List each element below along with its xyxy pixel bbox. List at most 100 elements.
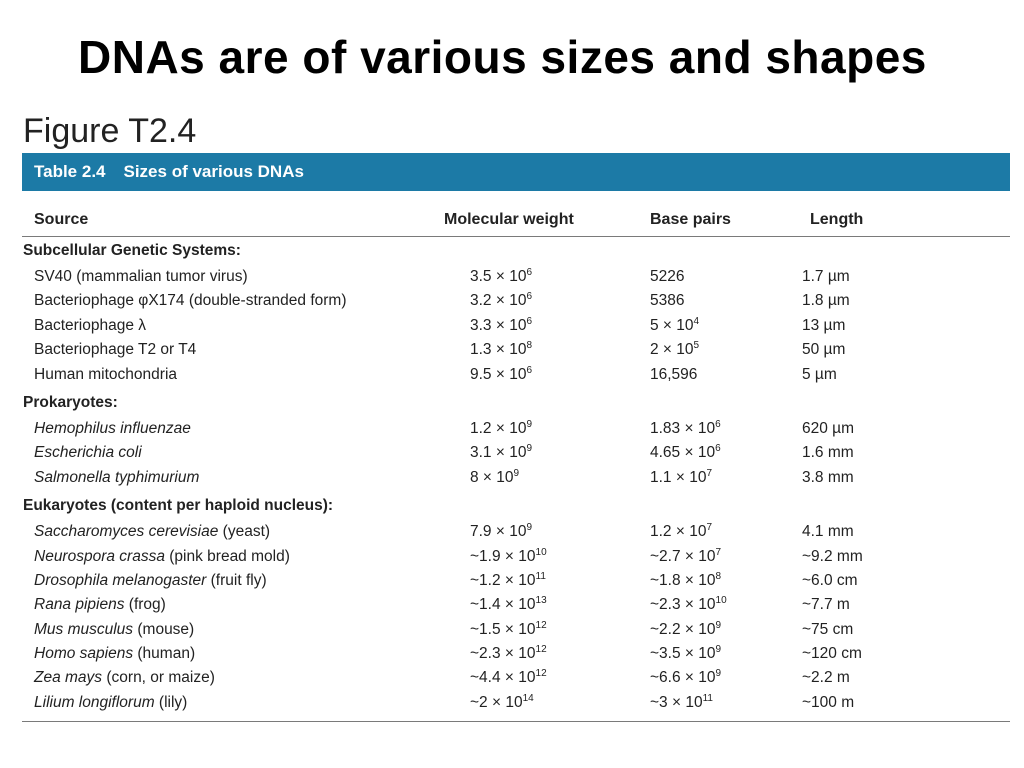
value-mantissa: ~1.2 × 10 (470, 571, 536, 589)
value-exponent: 10 (535, 546, 547, 558)
cell-base-pairs: 16,596 (650, 366, 697, 384)
cell-length: 620 µm (802, 419, 855, 437)
cell-length: 1.8 µm (802, 292, 850, 310)
source-name: Mus musculus (34, 620, 134, 638)
value-exponent: 8 (526, 340, 533, 352)
cell-base-pairs: 1.2 × 107 (650, 523, 712, 541)
value-mantissa: ~2.2 × 10 (650, 620, 716, 638)
table-row: SV40 (mammalian tumor virus) 3.5 × 106 522… (22, 264, 1010, 288)
value-exponent: 7 (706, 467, 713, 479)
cell-length: ~100 m (802, 693, 855, 711)
cell-base-pairs: 1.1 × 107 (650, 467, 713, 487)
cell-base-pairs: ~2.7 × 107 (650, 546, 722, 566)
value-mantissa: 9.5 × 10 (470, 365, 527, 383)
table-row: Escherichia coli 3.1 × 109 4.65 × 106 1.6 m… (22, 440, 1010, 464)
source-name: Salmonella typhimurium (34, 468, 200, 486)
source-name: Bacteriophage λ (34, 316, 147, 334)
value-exponent: 9 (715, 668, 722, 680)
table-row: Mus musculus (mouse) ~1.5 × 1012 ~2.2 × 10… (22, 617, 1010, 641)
source-name: Zea mays (34, 669, 103, 687)
header-molecular-weight: Molecular weight (444, 211, 574, 228)
source-name: SV40 (mammalian tumor virus) (34, 268, 248, 285)
table-caption: Sizes of various DNAs (123, 162, 304, 181)
cell-source: Drosophila melanogaster (fruit fly) (34, 572, 267, 590)
value-exponent: 9 (715, 644, 722, 656)
value-exponent: 6 (526, 291, 533, 303)
section-title: Eukaryotes (content per haploid nucleus)… (23, 497, 334, 515)
cell-molecular-weight: 1.3 × 108 (470, 341, 532, 359)
value-exponent: 6 (526, 315, 533, 327)
source-note: (mouse) (133, 620, 195, 638)
value-mantissa: ~1.9 × 10 (470, 547, 536, 565)
source-name: Bacteriophage T2 or T4 (34, 341, 197, 359)
table-row: Hemophilus influenzae 1.2 × 109 1.83 × 106… (22, 416, 1010, 440)
value-mantissa: 3.3 × 10 (470, 316, 527, 334)
value-exponent: 6 (526, 267, 533, 278)
value-mantissa: 1.2 × 10 (470, 419, 527, 437)
table-row: Bacteriophage λ 3.3 × 106 5 × 104 13 µm (22, 313, 1010, 337)
cell-molecular-weight: ~2 × 1014 (470, 693, 534, 712)
source-name: Drosophila melanogaster (34, 571, 207, 589)
cell-length: ~6.0 cm (802, 571, 858, 589)
table-body: Subcellular Genetic Systems: SV40 (mammal… (22, 238, 1010, 714)
source-name: Hemophilus influenzae (34, 419, 191, 437)
value-mantissa: ~3 × 10 (650, 693, 703, 711)
section-title: Prokaryotes: (23, 393, 118, 411)
value-exponent: 5 (693, 340, 700, 352)
value-exponent: 13 (535, 595, 547, 607)
value-mantissa: ~4.4 × 10 (470, 669, 536, 687)
value-exponent: 11 (702, 692, 713, 704)
cell-source: Mus musculus (mouse) (34, 621, 194, 639)
value-mantissa: ~2 × 10 (470, 693, 523, 711)
value-mantissa: ~6.6 × 10 (650, 669, 716, 687)
value-exponent: 9 (526, 418, 533, 430)
cell-source: Hemophilus influenzae (34, 420, 191, 438)
table-header-row: Source Molecular weight Base pairs Lengt… (22, 206, 1010, 237)
value-mantissa: ~1.8 × 10 (650, 571, 716, 589)
cell-length: 3.8 mm (802, 468, 854, 486)
value-exponent: 12 (535, 619, 547, 631)
value-mantissa: 16,596 (650, 365, 698, 383)
value-mantissa: ~1.4 × 10 (470, 596, 536, 614)
cell-source: Salmonella typhimurium (34, 469, 199, 487)
cell-source: Lilium longiflorum (lily) (34, 694, 187, 712)
cell-source: Escherichia coli (34, 444, 142, 462)
source-note: (lily) (154, 693, 188, 711)
value-exponent: 9 (715, 619, 722, 631)
value-exponent: 9 (526, 443, 533, 455)
cell-molecular-weight: ~1.5 × 1012 (470, 619, 547, 639)
value-exponent: 6 (715, 418, 721, 430)
cell-molecular-weight: 7.9 × 109 (470, 523, 532, 541)
table-row: Lilium longiflorum (lily) ~2 × 1014 ~3 × 1… (22, 690, 1010, 714)
value-exponent: 9 (513, 467, 520, 479)
value-mantissa: 5226 (650, 268, 685, 285)
cell-base-pairs: ~3 × 1011 (650, 692, 713, 712)
value-exponent: 11 (535, 570, 546, 582)
value-mantissa: 3.5 × 10 (470, 268, 527, 285)
table-row: Drosophila melanogaster (fruit fly) ~1.2 … (22, 568, 1010, 592)
cell-molecular-weight: 3.3 × 106 (470, 315, 533, 335)
cell-base-pairs: 2 × 105 (650, 341, 699, 359)
value-exponent: 7 (715, 546, 722, 558)
cell-length: ~120 cm (802, 645, 862, 663)
value-exponent: 9 (526, 522, 533, 534)
source-name: Human mitochondria (34, 365, 178, 383)
value-mantissa: ~2.3 × 10 (650, 596, 716, 614)
value-exponent: 8 (715, 570, 722, 582)
cell-length: ~75 cm (802, 620, 854, 638)
source-note: (frog) (124, 596, 166, 614)
cell-length: 1.6 mm (802, 444, 854, 462)
section-heading: Eukaryotes (content per haploid nucleus)… (22, 493, 1010, 519)
cell-length: 1.7 µm (802, 268, 850, 285)
table-row: Homo sapiens (human) ~2.3 × 1012 ~3.5 × 10… (22, 641, 1010, 665)
header-source: Source (34, 211, 89, 228)
cell-base-pairs: 5386 (650, 292, 684, 310)
value-mantissa: ~3.5 × 10 (650, 645, 716, 663)
source-note: (pink bread mold) (164, 547, 290, 565)
cell-base-pairs: 4.65 × 106 (650, 444, 721, 462)
cell-molecular-weight: ~4.4 × 1012 (470, 669, 547, 687)
cell-length: 13 µm (802, 316, 846, 334)
cell-molecular-weight: 3.1 × 109 (470, 444, 532, 462)
table-row: Zea mays (corn, or maize) ~4.4 × 1012 ~6.6… (22, 665, 1010, 689)
source-name: Lilium longiflorum (34, 693, 155, 711)
